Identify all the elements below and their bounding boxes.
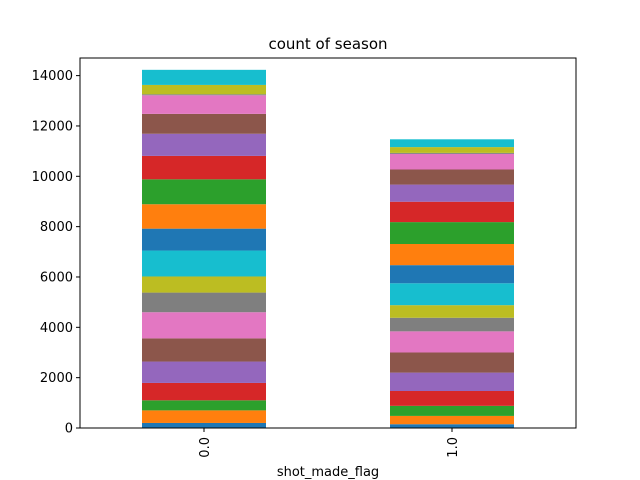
- y-axis: 0 2000 4000 6000 8000 10000 12000 14000: [32, 69, 80, 437]
- bar-segment-1.0-19: [390, 139, 514, 148]
- x-tick-label: 1.0: [446, 437, 461, 458]
- bars-group: [142, 69, 514, 428]
- bar-segment-1.0-16: [390, 153, 514, 170]
- bar-segment-0.0-8: [142, 276, 266, 293]
- bar-segment-1.0-12: [390, 222, 514, 245]
- bar-segment-1.0-6: [390, 331, 514, 353]
- x-axis: 0.0 1.0: [198, 428, 461, 458]
- bar-segment-0.0-16: [142, 95, 266, 114]
- bar-segment-1.0-1: [390, 415, 514, 425]
- bar-segment-1.0-14: [390, 184, 514, 202]
- bar-segment-0.0-9: [142, 250, 266, 277]
- bar-segment-1.0-0: [390, 424, 514, 428]
- y-tick-label: 12000: [32, 119, 73, 134]
- bar-segment-0.0-14: [142, 133, 266, 156]
- bar-segment-0.0-5: [142, 338, 266, 362]
- bar-segment-0.0-19: [142, 69, 266, 85]
- y-tick-label: 6000: [40, 270, 73, 285]
- bar-segment-0.0-17: [142, 94, 266, 96]
- bar-segment-1.0-13: [390, 201, 514, 223]
- bar-segment-0.0-11: [142, 204, 266, 229]
- chart-title: count of season: [268, 35, 387, 53]
- bar-segment-1.0-3: [390, 391, 514, 406]
- y-tick-label: 10000: [32, 170, 73, 185]
- plot-frame: [79, 57, 577, 429]
- bar-segment-0.0-3: [142, 382, 266, 401]
- y-tick-label: 0: [65, 422, 73, 437]
- bar-segment-0.0-10: [142, 228, 266, 251]
- y-tick-label: 4000: [40, 321, 73, 336]
- y-tick-label: 14000: [32, 69, 73, 84]
- bar-segment-0.0-18: [142, 84, 266, 95]
- bar-segment-0.0-7: [142, 292, 266, 313]
- bar-segment-1.0-7: [390, 317, 514, 332]
- bar-segment-1.0-10: [390, 265, 514, 284]
- bar-segment-0.0-0: [142, 422, 266, 428]
- bar-segment-0.0-4: [142, 361, 266, 383]
- bar-segment-1.0-8: [390, 305, 514, 318]
- bar-segment-1.0-9: [390, 283, 514, 306]
- bar-segment-1.0-17: [390, 152, 514, 154]
- x-tick-label: 0.0: [198, 437, 213, 458]
- bar-segment-0.0-1: [142, 410, 266, 423]
- bar-segment-0.0-13: [142, 155, 266, 180]
- bar-segment-1.0-18: [390, 147, 514, 153]
- y-tick-label: 2000: [40, 371, 73, 386]
- bar-segment-0.0-6: [142, 312, 266, 339]
- bar-segment-1.0-15: [390, 169, 514, 185]
- bar-segment-0.0-15: [142, 113, 266, 134]
- bar-segment-0.0-2: [142, 400, 266, 411]
- bar-segment-1.0-4: [390, 372, 514, 391]
- bar-segment-1.0-2: [390, 405, 514, 416]
- bar-segment-1.0-5: [390, 352, 514, 373]
- bar-segment-1.0-11: [390, 244, 514, 266]
- y-tick-label: 8000: [40, 220, 73, 235]
- bar-segment-0.0-12: [142, 179, 266, 205]
- x-axis-label: shot_made_flag: [277, 465, 379, 480]
